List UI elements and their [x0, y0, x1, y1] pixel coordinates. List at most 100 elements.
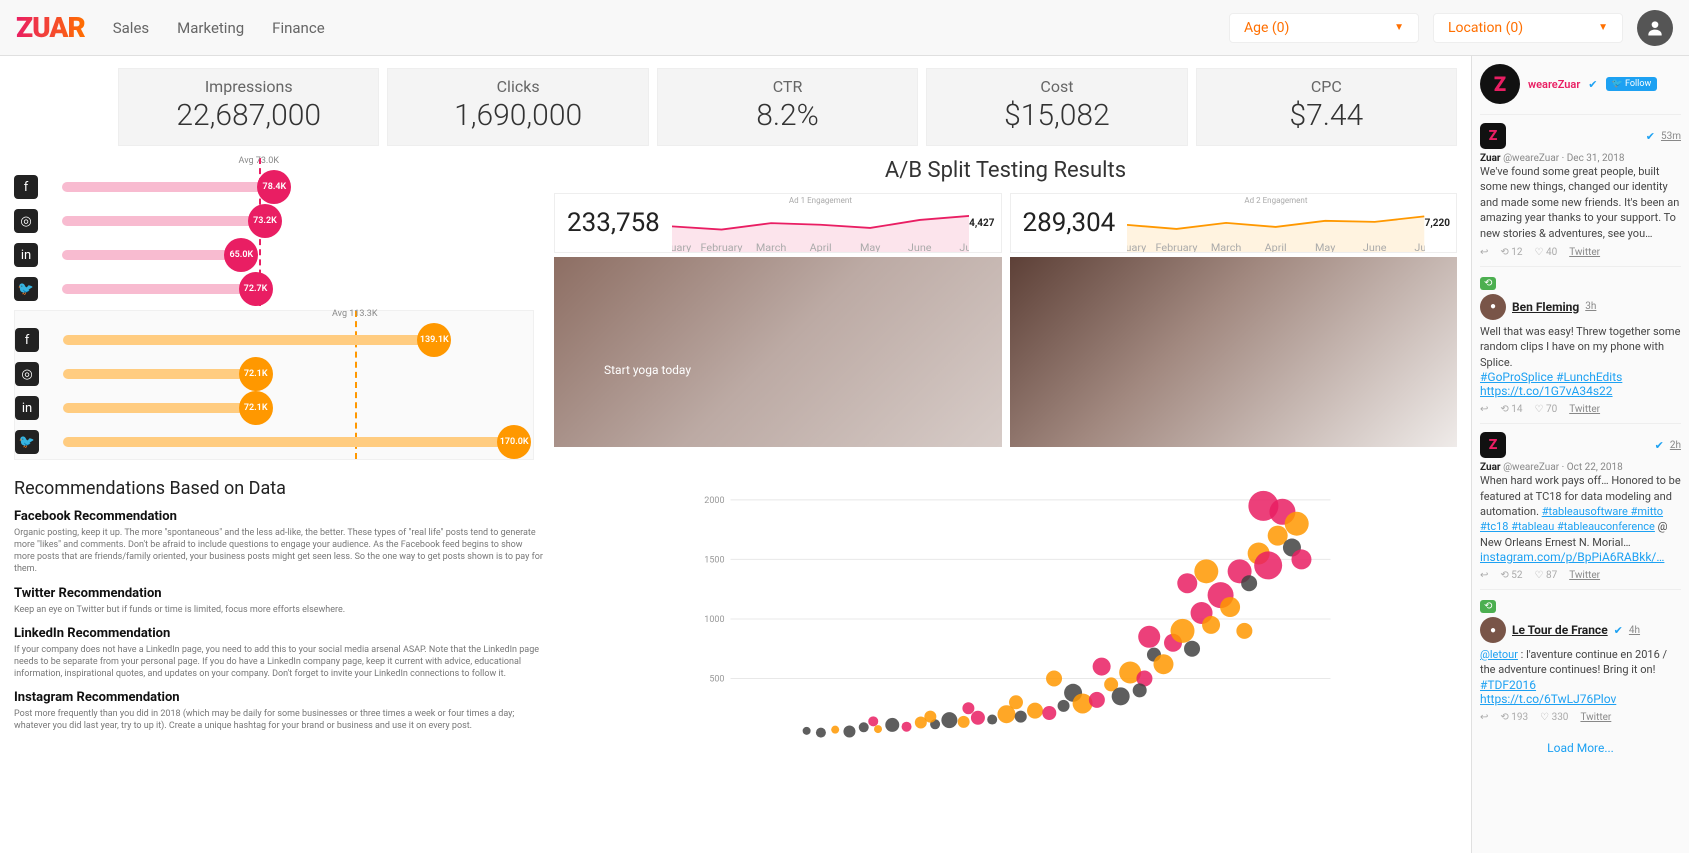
like-count[interactable]: ♡ 70	[1535, 404, 1558, 415]
twitter-link[interactable]: Twitter	[1580, 712, 1611, 723]
user-avatar-icon: ●	[1480, 294, 1506, 320]
ab-ad-image: Start yoga today	[554, 257, 1002, 447]
tweet-link[interactable]: @letour	[1480, 648, 1518, 661]
ab-caption: Start yoga today	[604, 363, 691, 377]
tweet: Z✔ 53mZuar @weareZuar · Dec 31, 2018We'v…	[1480, 114, 1681, 266]
tweet-user[interactable]: Ben Fleming	[1512, 300, 1579, 314]
user-avatar[interactable]	[1637, 10, 1673, 46]
bar-row: 🐦 170.0K	[15, 425, 533, 459]
social-bars: Avg 73.0K f 78.4K ◎ 73.2K in 65.0K 🐦 72.…	[14, 158, 534, 460]
kpi-label: Impressions	[119, 77, 378, 96]
ab-sparkline: Ad 1 Engagement JanuaryFebruaryMarchApri…	[672, 194, 969, 252]
instagram-icon: ◎	[15, 362, 39, 386]
retweet-count[interactable]: ⟲ 193	[1500, 712, 1528, 723]
retweet-count[interactable]: ⟲ 52	[1500, 570, 1522, 581]
nav-sales[interactable]: Sales	[113, 19, 149, 37]
filter-location[interactable]: Location (0) ▼	[1433, 13, 1623, 43]
svg-text:May: May	[860, 241, 881, 252]
ab-value: 233,758	[555, 208, 672, 238]
like-count[interactable]: ♡ 40	[1535, 247, 1558, 258]
ab-testing: A/B Split Testing Results 233,758 Ad 1 E…	[554, 158, 1457, 460]
kpi-row: Impressions22,687,000Clicks1,690,000CTR8…	[14, 68, 1457, 146]
kpi-value: 8.2%	[658, 98, 917, 133]
bar-value-dot: 72.1K	[239, 357, 273, 391]
filter-age[interactable]: Age (0) ▼	[1229, 13, 1419, 43]
tweet-user[interactable]: Le Tour de France	[1512, 623, 1608, 637]
recommendations: Recommendations Based on Data Facebook R…	[14, 478, 544, 762]
rec-heading: Instagram Recommendation	[14, 690, 544, 705]
reply-icon[interactable]: ↩	[1480, 404, 1488, 415]
instagram-icon: ◎	[14, 209, 38, 233]
svg-text:June: June	[908, 241, 932, 252]
svg-text:February: February	[700, 241, 742, 252]
bar-value-dot: 78.4K	[257, 170, 291, 204]
tweet-time: 2h	[1670, 440, 1681, 451]
facebook-icon: f	[14, 175, 38, 199]
kpi-label: CTR	[658, 77, 917, 96]
tweet-link[interactable]: https://t.co/6TwLJ76Plov	[1480, 692, 1681, 706]
twitter-feed: Z weareZuar ✔ 🐦 Follow Z✔ 53mZuar @weare…	[1471, 56, 1689, 853]
like-count[interactable]: ♡ 87	[1535, 570, 1558, 581]
tweet-body: We've found some great people, built som…	[1480, 164, 1681, 241]
svg-text:January: January	[672, 241, 691, 252]
rec-body: Keep an eye on Twitter but if funds or t…	[14, 604, 544, 616]
rec-heading: Twitter Recommendation	[14, 586, 544, 601]
bar-fill	[62, 216, 265, 226]
twitter-link[interactable]: Twitter	[1569, 404, 1600, 415]
ab-sparkline: Ad 2 Engagement JanuaryFebruaryMarchApri…	[1127, 194, 1424, 252]
svg-text:July: July	[1415, 241, 1425, 252]
zuar-avatar-icon: Z	[1480, 64, 1520, 104]
tweet: Z✔ 2hZuar @weareZuar · Oct 22, 2018When …	[1480, 423, 1681, 589]
twitter-profile-name[interactable]: weareZuar	[1528, 78, 1580, 91]
kpi-value: $15,082	[927, 98, 1186, 133]
tweet-link[interactable]: #TDF2016	[1480, 678, 1681, 692]
tweet-actions: ↩ ⟲ 14 ♡ 70 Twitter	[1480, 404, 1681, 415]
tweet-link[interactable]: #tableausoftware #mitto #tc18 #tableau #…	[1480, 505, 1663, 533]
tweet-actions: ↩ ⟲ 52 ♡ 87 Twitter	[1480, 570, 1681, 581]
bar-fill	[63, 437, 514, 447]
kpi-card: Impressions22,687,000	[118, 68, 379, 146]
follow-button[interactable]: 🐦 Follow	[1606, 77, 1658, 91]
nav-marketing[interactable]: Marketing	[177, 19, 244, 37]
zuar-avatar-icon: Z	[1480, 123, 1506, 149]
tweet-link[interactable]: https://t.co/1G7vA34s22	[1480, 384, 1681, 398]
svg-text:500: 500	[709, 674, 724, 684]
twitter-icon: 🐦	[15, 430, 39, 454]
linkedin-icon: in	[14, 243, 38, 267]
tweet: ⟲●Le Tour de France ✔ 4h@letour : l'aven…	[1480, 589, 1681, 731]
bar-fill	[62, 250, 241, 260]
tweet-actions: ↩ ⟲ 193 ♡ 330 Twitter	[1480, 712, 1681, 723]
bar-fill	[63, 369, 256, 379]
like-count[interactable]: ♡ 330	[1540, 712, 1568, 723]
svg-text:June: June	[1363, 241, 1387, 252]
rec-body: If your company does not have a LinkedIn…	[14, 644, 544, 680]
twitter-link[interactable]: Twitter	[1569, 247, 1600, 258]
ab-end-value: 7,220	[1425, 218, 1456, 229]
kpi-value: 1,690,000	[388, 98, 647, 133]
tweet: ⟲●Ben Fleming 3hWell that was easy! Thre…	[1480, 266, 1681, 423]
retweet-count[interactable]: ⟲ 12	[1500, 247, 1522, 258]
reply-icon[interactable]: ↩	[1480, 247, 1488, 258]
tweet-byline: Zuar @weareZuar · Dec 31, 2018	[1480, 153, 1681, 164]
tweet-link[interactable]: #GoProSplice #LunchEdits	[1480, 370, 1681, 384]
bar-row: ◎ 72.1K	[15, 357, 533, 391]
nav-finance[interactable]: Finance	[272, 19, 324, 37]
bar-value-dot: 73.2K	[248, 204, 282, 238]
tweet-time: 53m	[1661, 131, 1681, 142]
tweet-body: @letour : l'aventure continue en 2016 / …	[1480, 647, 1681, 678]
reply-icon[interactable]: ↩	[1480, 712, 1488, 723]
svg-text:1000: 1000	[704, 615, 724, 625]
load-more-button[interactable]: Load More...	[1480, 731, 1681, 765]
kpi-label: Cost	[927, 77, 1186, 96]
twitter-link[interactable]: Twitter	[1569, 570, 1600, 581]
retweet-icon: ⟲	[1480, 600, 1496, 613]
retweet-icon: ⟲	[1480, 277, 1496, 290]
retweet-count[interactable]: ⟲ 14	[1500, 404, 1522, 415]
ab-title: A/B Split Testing Results	[554, 158, 1457, 183]
ab-end-value: 4,427	[969, 218, 1000, 229]
tweet-actions: ↩ ⟲ 12 ♡ 40 Twitter	[1480, 247, 1681, 258]
reply-icon[interactable]: ↩	[1480, 570, 1488, 581]
svg-text:2000: 2000	[704, 496, 724, 506]
tweet-link[interactable]: instagram.com/p/BpPiA6RABkk/…	[1480, 550, 1681, 564]
person-icon	[1645, 18, 1665, 38]
